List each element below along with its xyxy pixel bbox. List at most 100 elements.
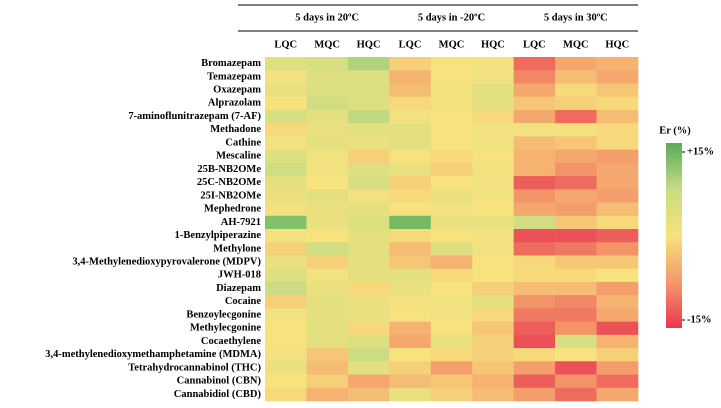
cell	[430, 202, 473, 217]
cell	[596, 57, 639, 71]
cell	[265, 215, 307, 230]
row-label: Methylecgonine	[190, 323, 261, 334]
cell	[347, 123, 390, 137]
row-label: Mescaline	[216, 151, 261, 162]
cell	[306, 334, 349, 349]
row-label: Alprazolam	[208, 98, 261, 109]
cell	[347, 374, 390, 389]
cell	[265, 123, 307, 137]
cell	[513, 149, 556, 164]
cell	[472, 215, 514, 230]
cell	[596, 83, 639, 97]
cell	[513, 268, 556, 283]
row-label: 1-Benzylpiperazine	[175, 230, 262, 241]
cell	[430, 70, 473, 84]
cell	[306, 348, 349, 362]
cell	[472, 361, 514, 375]
cell	[347, 57, 390, 71]
cell	[596, 109, 639, 124]
cell	[472, 348, 514, 362]
cell	[555, 374, 597, 389]
cell	[389, 348, 432, 362]
cell	[596, 281, 639, 296]
cell	[306, 189, 349, 203]
cell	[430, 348, 473, 362]
cell	[555, 281, 597, 296]
cell	[347, 308, 390, 322]
cell	[513, 96, 556, 111]
cell	[389, 70, 432, 84]
group-label: 5 days in -20ºC	[418, 12, 485, 23]
row-label: Mephedrone	[204, 204, 261, 215]
cell	[306, 176, 349, 190]
cell	[430, 268, 473, 283]
row-label: 7-aminoflunitrazepam (7-AF)	[128, 111, 261, 122]
cell	[306, 136, 349, 150]
cell	[306, 242, 349, 256]
cell	[596, 308, 639, 322]
cell	[596, 176, 639, 190]
cell	[472, 387, 514, 402]
cell	[430, 295, 473, 309]
cell	[265, 149, 307, 164]
cell	[306, 321, 349, 336]
cell	[513, 189, 556, 203]
cell	[596, 361, 639, 375]
cell	[430, 189, 473, 203]
cell	[513, 57, 556, 71]
cell	[347, 321, 390, 336]
cell	[430, 162, 473, 177]
cell	[596, 255, 639, 269]
row-label: JWH-018	[218, 270, 261, 281]
cell	[555, 361, 597, 375]
row-label: 25I-NB2OMe	[200, 190, 261, 201]
cell	[513, 202, 556, 217]
cell	[472, 109, 514, 124]
cell	[389, 268, 432, 283]
cell	[389, 96, 432, 111]
cell	[596, 70, 639, 84]
cell	[555, 229, 597, 243]
cell	[472, 374, 514, 389]
cell	[513, 109, 556, 124]
cell	[555, 348, 597, 362]
cell	[555, 96, 597, 111]
cell	[265, 202, 307, 217]
cell	[389, 387, 432, 402]
cell	[472, 268, 514, 283]
cell	[513, 255, 556, 269]
cell	[430, 136, 473, 150]
cell	[555, 149, 597, 164]
cell	[265, 308, 307, 322]
cell	[430, 123, 473, 137]
cell	[555, 176, 597, 190]
cell	[555, 295, 597, 309]
cell	[306, 229, 349, 243]
cell	[347, 268, 390, 283]
cell	[513, 162, 556, 177]
cell	[306, 202, 349, 217]
cell	[555, 70, 597, 84]
cell	[347, 255, 390, 269]
row-label: Methylone	[213, 243, 261, 254]
cell	[389, 229, 432, 243]
cell	[347, 83, 390, 97]
cell	[265, 374, 307, 389]
cell	[430, 281, 473, 296]
cell	[430, 387, 473, 402]
cell	[306, 374, 349, 389]
cell	[472, 242, 514, 256]
cell	[472, 295, 514, 309]
cell	[389, 321, 432, 336]
cell	[513, 176, 556, 190]
cell	[596, 268, 639, 283]
cell	[389, 281, 432, 296]
cell	[389, 83, 432, 97]
cell	[265, 242, 307, 256]
cell	[596, 202, 639, 217]
cell	[347, 281, 390, 296]
cell	[596, 229, 639, 243]
cell	[513, 348, 556, 362]
cell	[596, 242, 639, 256]
